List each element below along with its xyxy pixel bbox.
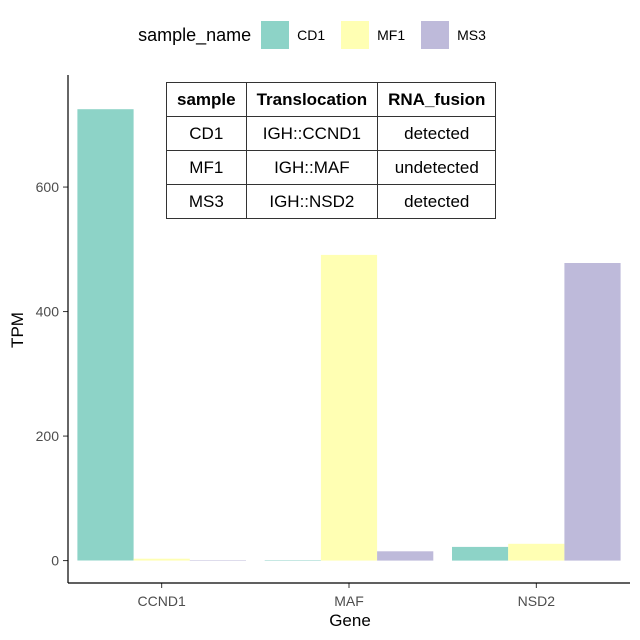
x-axis-title: Gene [329,611,371,630]
table-row: CD1 IGH::CCND1 detected [166,116,497,151]
table-cell: MS3 [166,184,247,219]
bars-layer [77,109,621,561]
x-tick-label: CCND1 [138,593,186,609]
axes-layer: CCND1 MAF NSD2 0 200 400 600 [36,75,630,609]
sample-info-table: sample Translocation RNA_fusion CD1 IGH:… [166,82,497,219]
bar-ms3-ccnd1 [189,560,246,561]
legend-item-mf1: MF1 [341,21,405,49]
table-header-cell: RNA_fusion [377,82,497,117]
bar-mf1-ccnd1 [133,558,190,561]
y-tick-label: 200 [36,428,60,444]
y-tick-label: 400 [36,304,60,320]
table-cell: detected [377,116,497,151]
legend: sample_name CD1 MF1 MS3 [0,20,640,50]
table-cell: detected [377,184,497,219]
bar-mf1-nsd2 [508,543,565,561]
table-cell: undetected [377,150,497,185]
table-row: MF1 IGH::MAF undetected [166,150,497,185]
legend-label-mf1: MF1 [377,27,406,43]
table-row: MS3 IGH::NSD2 detected [166,184,497,219]
legend-label-ms3: MS3 [457,27,486,43]
bar-cd1-maf [264,560,321,561]
table-cell: CD1 [166,116,247,151]
y-tick-label: 600 [36,179,60,195]
bar-ms3-nsd2 [564,263,621,561]
bar-ms3-maf [377,551,434,561]
bar-cd1-ccnd1 [77,109,134,561]
x-tick-label: MAF [334,593,364,609]
x-tick-label: NSD2 [518,593,556,609]
legend-item-cd1: CD1 [261,21,325,49]
table-cell: IGH::MAF [245,150,379,185]
table-header-row: sample Translocation RNA_fusion [166,82,497,117]
bar-mf1-maf [320,254,378,561]
legend-label-cd1: CD1 [297,27,326,43]
legend-title: sample_name [138,24,252,45]
table-header-cell: sample [166,82,247,117]
table-header-cell: Translocation [245,82,379,117]
legend-key-ms3 [421,21,450,49]
legend-item-ms3: MS3 [421,21,486,49]
table-cell: MF1 [166,150,247,185]
bar-cd1-nsd2 [452,546,509,561]
table-cell: IGH::NSD2 [245,184,379,219]
y-axis-title: TPM [8,312,27,348]
legend-key-cd1 [261,21,290,49]
table-cell: IGH::CCND1 [245,116,379,151]
legend-key-mf1 [341,21,370,49]
y-tick-label: 0 [51,553,59,569]
